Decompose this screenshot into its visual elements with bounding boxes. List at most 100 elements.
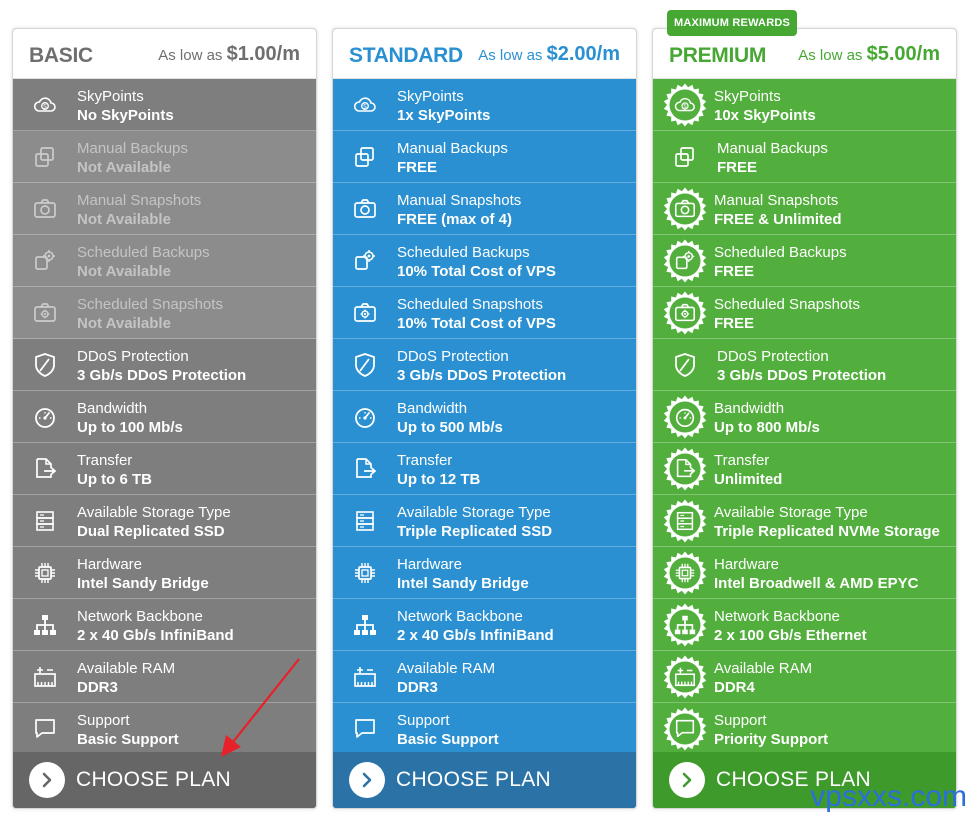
scheduled-backup-icon <box>663 239 707 283</box>
plan-header: STANDARD As low as $2.00/m <box>333 29 636 79</box>
feature-row: Manual Backups Not Available <box>13 131 316 183</box>
feature-row: S SkyPoints 1x SkyPoints <box>333 79 636 131</box>
feature-row: Manual Snapshots FREE & Unlimited <box>653 183 956 235</box>
feature-row: Available Storage Type Dual Replicated SS… <box>13 495 316 547</box>
feature-row: Scheduled Backups FREE <box>653 235 956 287</box>
feature-text: Hardware Intel Sandy Bridge <box>77 555 209 593</box>
shield-icon <box>671 351 699 379</box>
feature-title: DDoS Protection <box>77 348 189 365</box>
plan-card-basic: BASIC As low as $1.00/m S SkyPoints No Sky… <box>12 28 317 809</box>
feature-value: 10x SkyPoints <box>714 107 816 124</box>
feature-title: Manual Backups <box>397 140 508 157</box>
feature-list: S SkyPoints 1x SkyPoints Manual Backups FREE… <box>333 79 636 755</box>
svg-text:S: S <box>683 104 687 110</box>
choose-plan-label: CHOOSE PLAN <box>396 768 552 791</box>
copy-icon <box>351 143 379 171</box>
feature-title: Available Storage Type <box>714 504 868 521</box>
chevron-right-icon <box>349 762 385 798</box>
price-prefix: As low as <box>158 47 223 64</box>
feature-value: Triple Replicated SSD <box>397 523 553 540</box>
feature-value: 10% Total Cost of VPS <box>397 315 556 332</box>
feature-title: SkyPoints <box>397 88 464 105</box>
feature-text: DDoS Protection 3 Gb/s DDoS Protection <box>77 347 246 385</box>
feature-row: Support Basic Support <box>13 703 316 755</box>
feature-text: Manual Snapshots FREE & Unlimited <box>714 191 842 229</box>
network-icon <box>351 611 379 639</box>
feature-row: Transfer Unlimited <box>653 443 956 495</box>
choose-plan-button[interactable]: CHOOSE PLAN <box>333 752 636 808</box>
price-amount: $1.00/m <box>226 43 300 65</box>
plan-header: PREMIUM As low as $5.00/m <box>653 29 956 79</box>
feature-value: Up to 800 Mb/s <box>714 419 820 436</box>
network-icon <box>31 611 59 639</box>
feature-title: Available RAM <box>77 660 176 677</box>
feature-row: Bandwidth Up to 500 Mb/s <box>333 391 636 443</box>
chat-icon <box>663 707 707 751</box>
feature-title: DDoS Protection <box>717 348 829 365</box>
feature-value: DDR3 <box>397 679 438 696</box>
chip-icon <box>351 559 379 587</box>
feature-row: Scheduled Snapshots 10% Total Cost of VPS <box>333 287 636 339</box>
watermark: vpsxxs.com <box>810 780 967 813</box>
feature-row: Manual Snapshots Not Available <box>13 183 316 235</box>
feature-value: Up to 500 Mb/s <box>397 419 503 436</box>
feature-text: Manual Backups FREE <box>397 139 508 177</box>
feature-row: DDoS Protection 3 Gb/s DDoS Protection <box>333 339 636 391</box>
feature-row: S SkyPoints No SkyPoints <box>13 79 316 131</box>
feature-row: Hardware Intel Sandy Bridge <box>333 547 636 599</box>
price-prefix: As low as <box>478 47 543 64</box>
chip-icon <box>663 551 707 595</box>
chevron-right-icon <box>29 762 65 798</box>
choose-plan-button[interactable]: CHOOSE PLAN <box>653 752 956 808</box>
feature-text: Scheduled Snapshots Not Available <box>77 295 223 333</box>
scheduled-camera-icon <box>663 291 707 335</box>
feature-row: Manual Snapshots FREE (max of 4) <box>333 183 636 235</box>
feature-title: Network Backbone <box>77 608 203 625</box>
camera-icon <box>351 195 379 223</box>
feature-text: Transfer Up to 6 TB <box>77 451 152 489</box>
feature-text: SkyPoints 10x SkyPoints <box>714 87 816 125</box>
scheduled-backup-icon <box>351 247 379 275</box>
choose-plan-button[interactable]: CHOOSE PLAN <box>13 752 316 808</box>
feature-row: Available RAM DDR3 <box>333 651 636 703</box>
feature-title: Scheduled Backups <box>714 244 847 261</box>
feature-text: Bandwidth Up to 100 Mb/s <box>77 399 183 437</box>
feature-text: Available RAM DDR3 <box>77 659 175 697</box>
feature-title: Transfer <box>714 452 770 469</box>
feature-value: Dual Replicated SSD <box>77 523 225 540</box>
storage-icon <box>31 507 59 535</box>
chat-icon <box>31 715 59 743</box>
feature-title: Available Storage Type <box>77 504 231 521</box>
feature-title: Manual Snapshots <box>77 192 202 209</box>
feature-value: Intel Broadwell & AMD EPYC <box>714 575 919 592</box>
feature-row: Scheduled Backups 10% Total Cost of VPS <box>333 235 636 287</box>
feature-text: Network Backbone 2 x 100 Gb/s Ethernet <box>714 607 867 645</box>
feature-row: Available RAM DDR4 <box>653 651 956 703</box>
feature-row: Network Backbone 2 x 100 Gb/s Ethernet <box>653 599 956 651</box>
feature-title: Bandwidth <box>77 400 148 417</box>
price-prefix: As low as <box>798 47 863 64</box>
feature-value: 3 Gb/s DDoS Protection <box>397 367 567 384</box>
feature-value: 1x SkyPoints <box>397 107 491 124</box>
feature-row: DDoS Protection 3 Gb/s DDoS Protection <box>653 339 956 391</box>
feature-row: Scheduled Snapshots FREE <box>653 287 956 339</box>
feature-value: 2 x 40 Gb/s InfiniBand <box>77 627 234 644</box>
feature-row: Manual Backups FREE <box>333 131 636 183</box>
feature-row: Transfer Up to 6 TB <box>13 443 316 495</box>
feature-list: S SkyPoints 10x SkyPoints Manual Backups FRE… <box>653 79 956 755</box>
chat-icon <box>351 715 379 743</box>
feature-title: DDoS Protection <box>397 348 509 365</box>
price-amount: $5.00/m <box>866 43 940 65</box>
feature-value: FREE <box>397 159 438 176</box>
feature-title: Scheduled Snapshots <box>77 296 223 313</box>
feature-title: Available Storage Type <box>397 504 551 521</box>
cloud-coin-icon: S <box>663 83 707 127</box>
feature-text: Transfer Unlimited <box>714 451 782 489</box>
feature-value: Not Available <box>77 159 171 176</box>
feature-text: DDoS Protection 3 Gb/s DDoS Protection <box>397 347 566 385</box>
cloud-coin-icon: S <box>31 91 59 119</box>
feature-text: Scheduled Snapshots 10% Total Cost of VPS <box>397 295 556 333</box>
feature-value: DDR4 <box>714 679 755 696</box>
feature-text: Transfer Up to 12 TB <box>397 451 480 489</box>
copy-icon <box>671 143 699 171</box>
